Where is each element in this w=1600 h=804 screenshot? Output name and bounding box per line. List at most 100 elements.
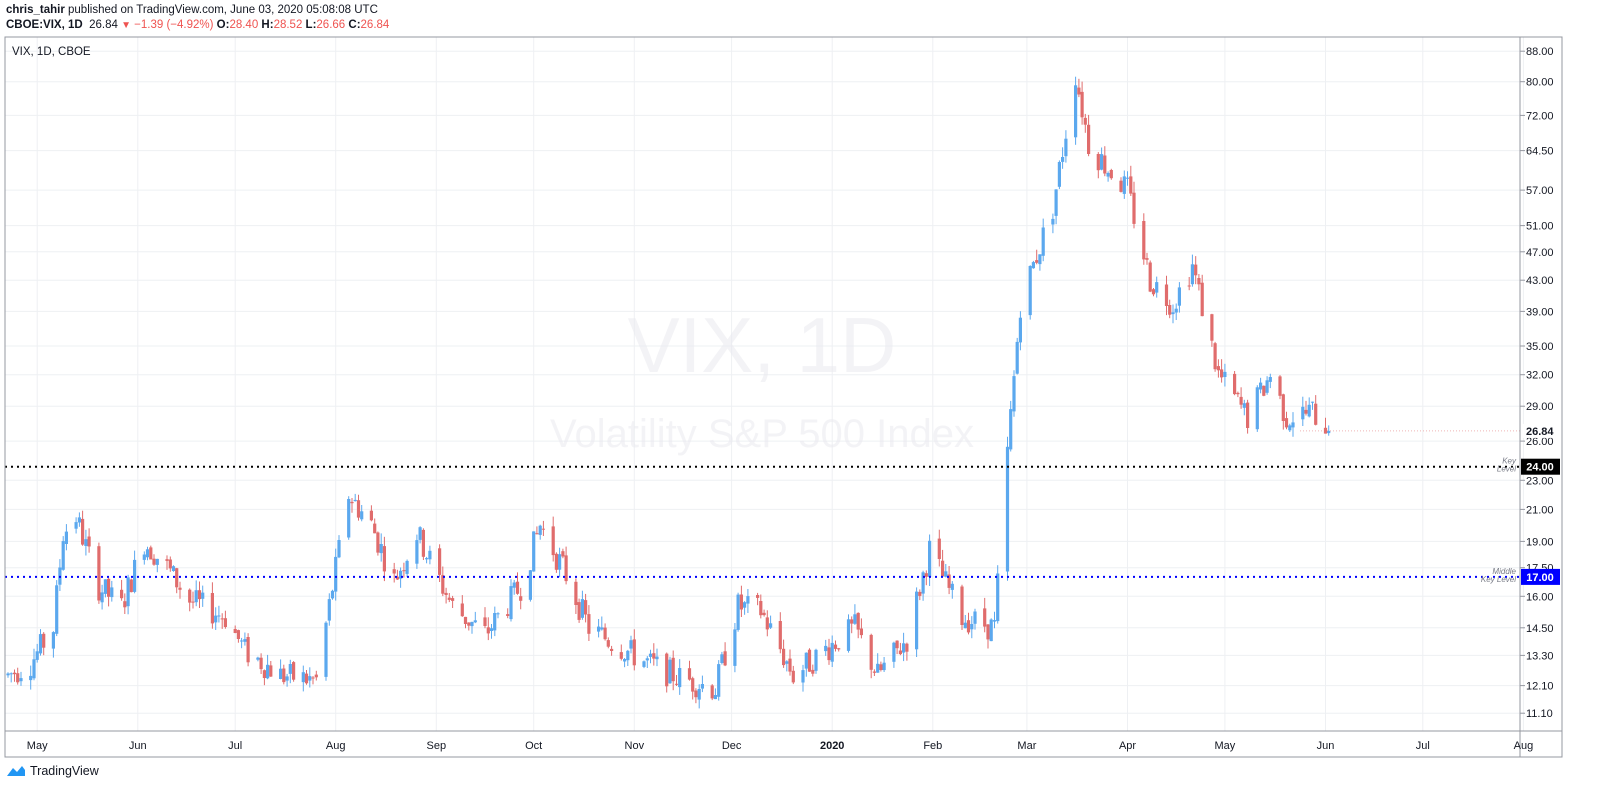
candle <box>441 566 445 597</box>
candle <box>1168 299 1172 319</box>
candle <box>279 659 283 680</box>
y-tick-label: 80.00 <box>1526 77 1554 89</box>
candle <box>655 648 659 667</box>
candle <box>392 562 396 583</box>
candle <box>467 622 471 631</box>
candle-body <box>175 568 179 588</box>
candle-body <box>87 536 91 547</box>
candle-body <box>966 620 971 633</box>
x-tick-label: 2020 <box>820 740 844 752</box>
candle <box>1080 81 1084 125</box>
level-price-tag <box>1521 568 1560 585</box>
candle <box>1327 425 1331 436</box>
candle-body <box>655 656 659 660</box>
candle-body <box>1174 308 1178 313</box>
candle <box>399 567 403 588</box>
y-tick-label: 14.50 <box>1526 623 1554 635</box>
price-axis[interactable]: 88.00 80.00 72.00 64.50 57.00 51.00 47.00 43.00… <box>1520 46 1554 720</box>
candle-body <box>846 619 851 651</box>
candle-body <box>762 612 766 616</box>
candle-body <box>133 559 137 592</box>
candle-body <box>856 612 860 630</box>
candle <box>463 616 468 629</box>
candle-body <box>126 577 130 607</box>
candle-body <box>347 499 351 538</box>
candle-body <box>584 600 588 615</box>
y-tick-label: 23.00 <box>1526 475 1554 487</box>
candle-body <box>895 640 899 649</box>
candle <box>850 616 854 634</box>
candle <box>668 656 672 684</box>
candle-body <box>1119 180 1123 192</box>
level-price-label: 24.00 <box>1526 462 1554 474</box>
candle <box>1187 277 1191 291</box>
time-axis[interactable]: May Jun Jul Aug Sep Oct Nov Dec 2020 Feb Mar Apr May… <box>27 740 1533 752</box>
candle-body <box>1213 343 1217 370</box>
x-tick-label: Jul <box>1416 740 1430 752</box>
candle <box>418 526 422 544</box>
y-tick-label: 72.00 <box>1526 110 1554 122</box>
candle-body <box>1061 157 1065 162</box>
candle-body <box>84 539 88 546</box>
y-tick-label: 43.00 <box>1526 275 1554 287</box>
candle <box>74 517 78 534</box>
candle <box>785 660 789 672</box>
candle-body <box>691 678 695 692</box>
candle <box>558 547 562 578</box>
candle-body <box>1262 385 1266 396</box>
candle-body <box>107 578 111 597</box>
candle-body <box>759 601 763 616</box>
candle <box>1323 417 1328 434</box>
candle-body <box>973 611 977 624</box>
candle <box>687 660 692 681</box>
candle <box>350 498 354 513</box>
candle-body <box>541 528 545 530</box>
candle-body <box>395 576 399 580</box>
candle <box>1200 274 1204 317</box>
candle <box>1100 147 1104 171</box>
candle <box>632 629 636 671</box>
candle <box>16 667 20 685</box>
candle-body <box>989 619 993 642</box>
candle <box>996 565 1000 624</box>
candle-body <box>1194 264 1198 276</box>
candle-body <box>1265 380 1269 393</box>
candle-body <box>837 648 841 650</box>
candle-body <box>123 601 127 608</box>
candle <box>246 633 250 667</box>
candle-body <box>1041 227 1045 256</box>
candle <box>1109 168 1113 180</box>
candle-body <box>1187 285 1191 287</box>
candle-body <box>415 540 419 564</box>
candle-body <box>853 614 857 624</box>
candle-body <box>1310 401 1315 403</box>
candle-body <box>262 670 266 678</box>
candle <box>610 645 614 656</box>
candle-body <box>369 510 373 521</box>
candle-body <box>915 591 919 650</box>
candle-body <box>42 633 46 648</box>
candle-body <box>1288 425 1292 431</box>
tradingview-brand[interactable]: TradingView <box>30 764 99 778</box>
chart-frame <box>4 36 1563 758</box>
candle-body <box>963 622 967 629</box>
candle-body <box>311 677 315 679</box>
candle <box>308 667 312 688</box>
candle <box>129 578 133 593</box>
watermark-subtitle: Volatility S&P 500 Index <box>550 412 974 456</box>
candle-body <box>279 668 283 679</box>
candle-body <box>217 615 221 617</box>
candle <box>535 526 539 535</box>
candle <box>1314 395 1318 426</box>
price-change: −1.39 (−4.92%) <box>134 19 214 31</box>
author-name[interactable]: chris_tahir <box>6 4 65 16</box>
candle <box>879 661 883 672</box>
candle-body <box>506 614 510 616</box>
candle-body <box>1233 373 1237 395</box>
candle-body <box>561 551 565 557</box>
candle-body <box>1080 91 1084 118</box>
candle <box>145 546 150 561</box>
candle-body <box>830 642 834 662</box>
candle-body <box>950 583 954 590</box>
